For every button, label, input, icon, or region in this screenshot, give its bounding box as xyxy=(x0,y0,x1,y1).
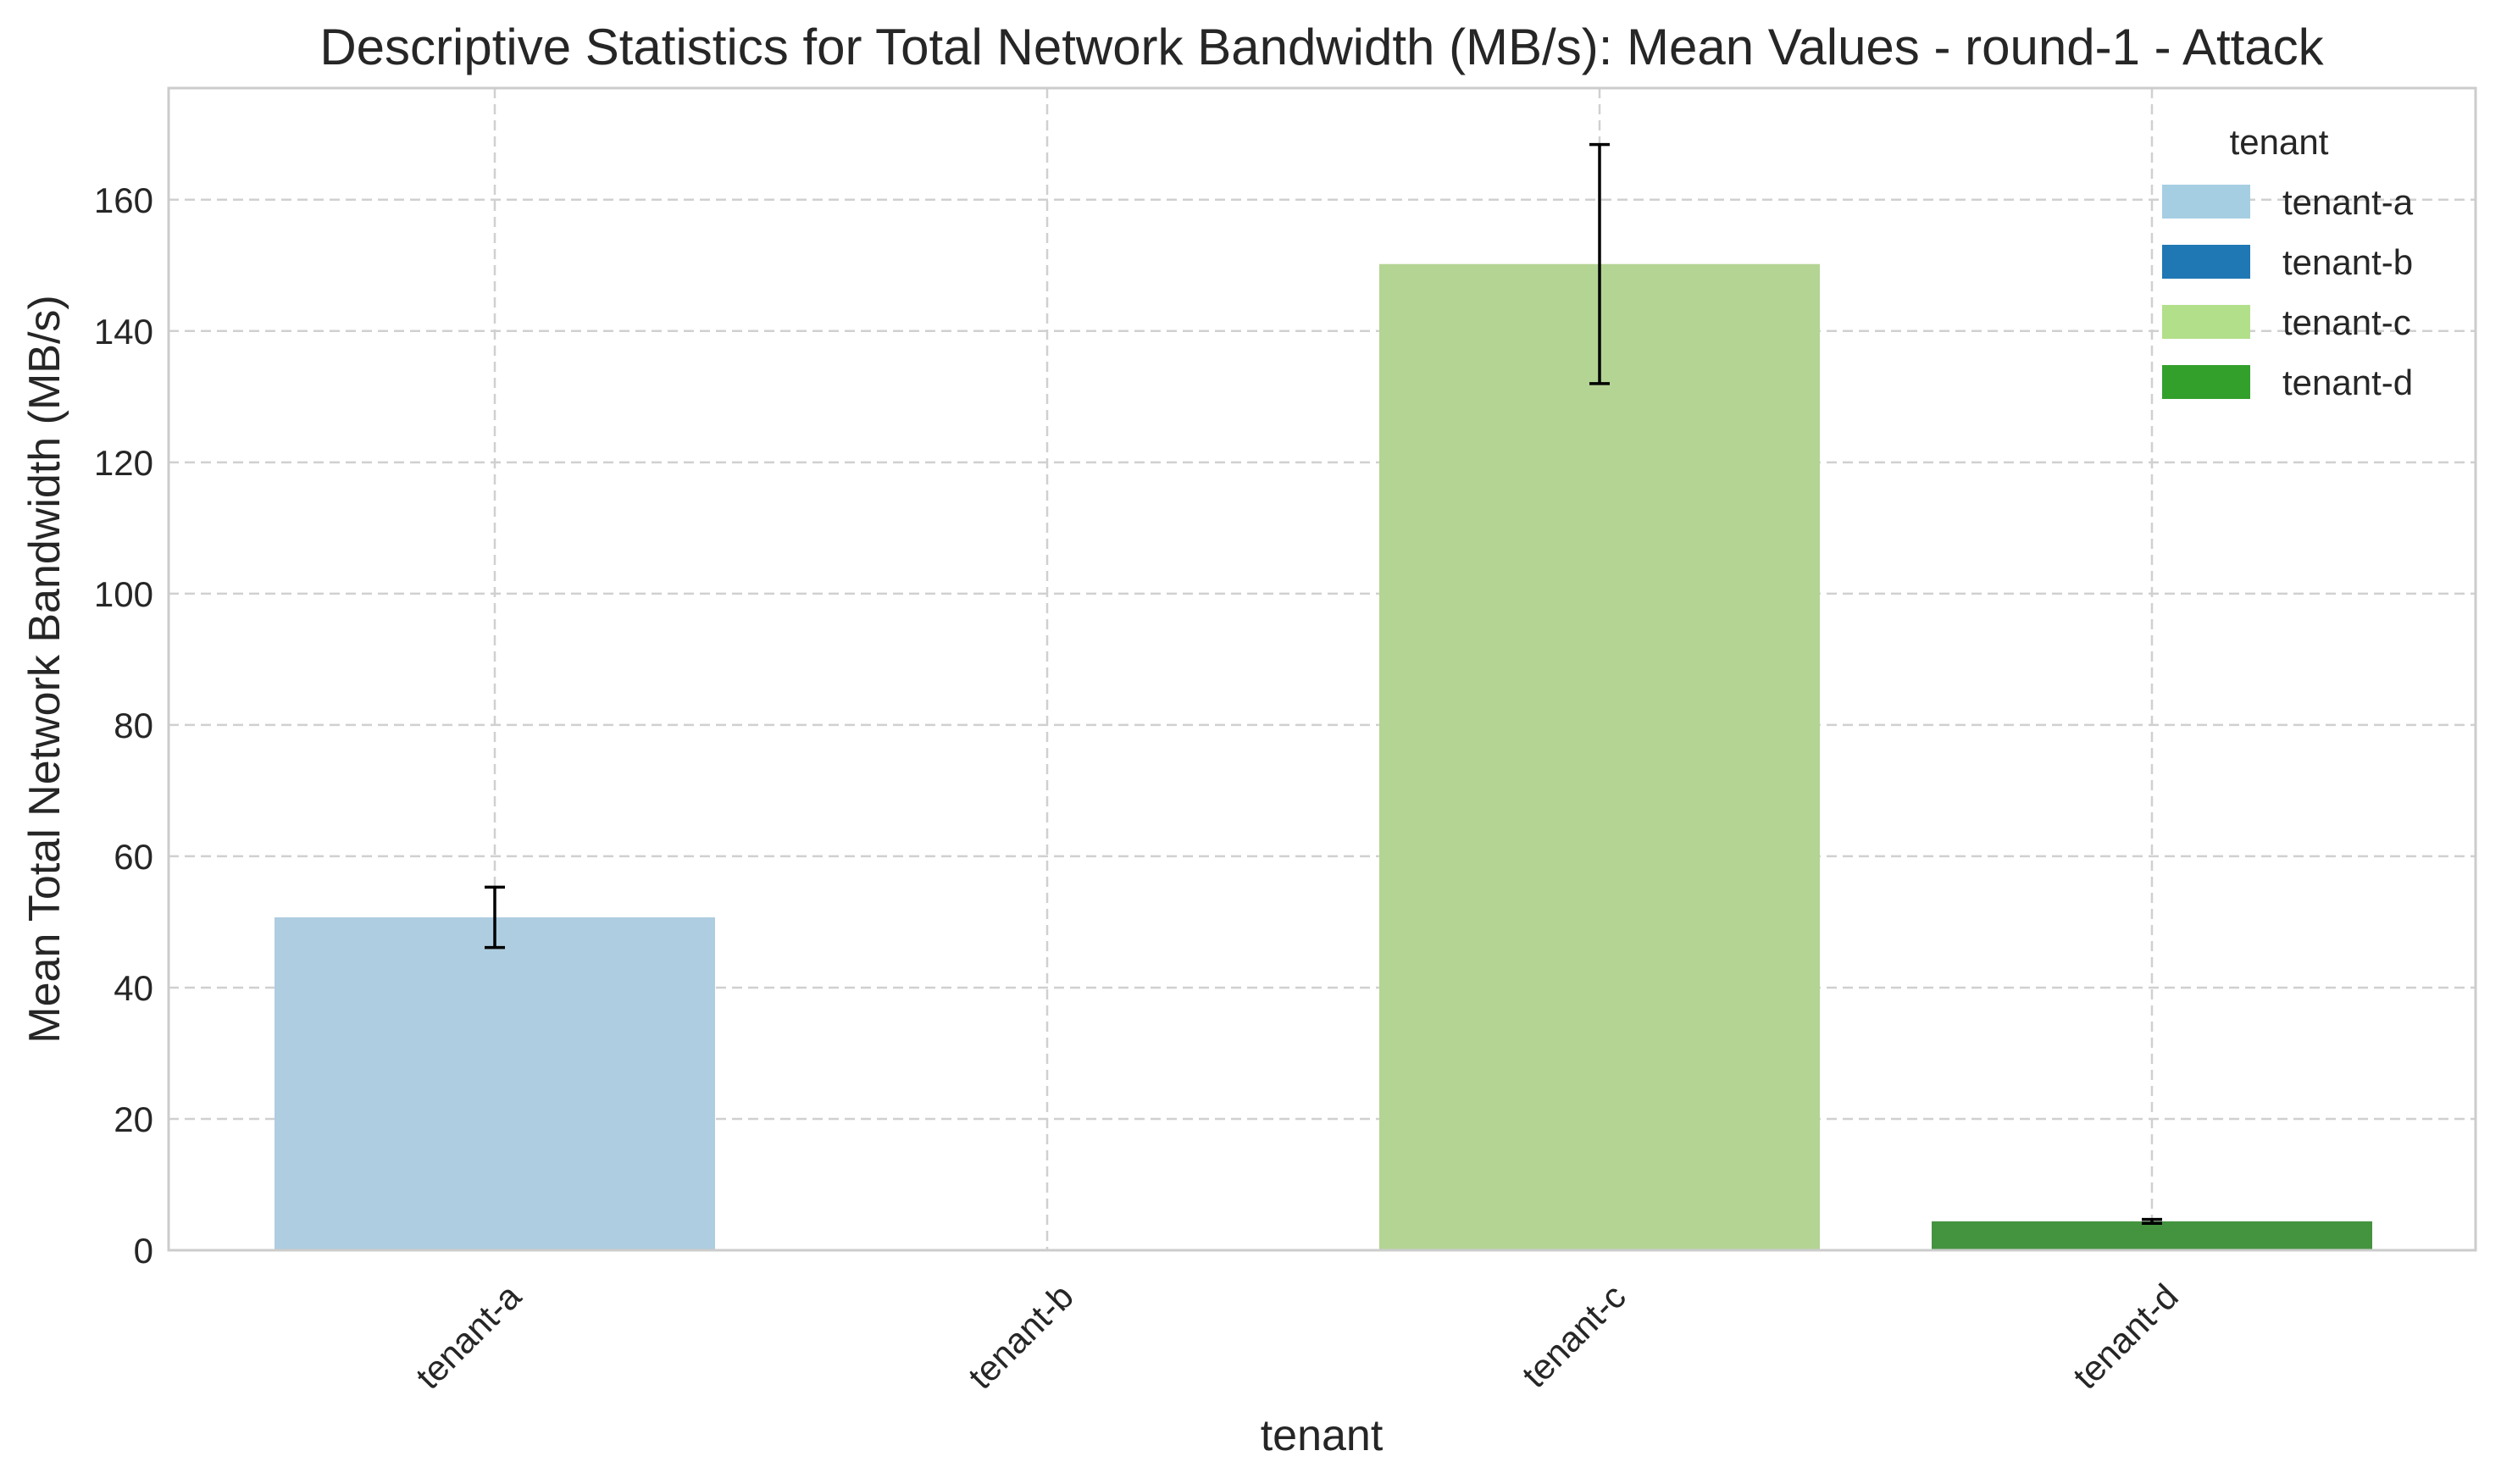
error-bars xyxy=(485,142,2162,1225)
x-tick-label-tenant-d: tenant-d xyxy=(2066,1276,2186,1397)
y-tick-label: 140 xyxy=(94,312,153,352)
legend-swatch-tenant-d xyxy=(2162,365,2250,399)
legend-label-tenant-a: tenant-a xyxy=(2282,182,2414,222)
y-tick-label: 40 xyxy=(114,968,153,1008)
y-tick-label: 0 xyxy=(134,1231,153,1271)
x-axis-label: tenant xyxy=(1261,1411,1384,1460)
y-axis-ticks: 0 20 40 60 80 100 120 140 160 xyxy=(94,180,153,1271)
legend-swatch-tenant-c xyxy=(2162,305,2250,339)
legend-label-tenant-d: tenant-d xyxy=(2282,363,2413,402)
x-tick-label-tenant-c: tenant-c xyxy=(1514,1276,1633,1396)
y-tick-label: 60 xyxy=(114,837,153,877)
y-tick-label: 20 xyxy=(114,1099,153,1139)
legend-label-tenant-b: tenant-b xyxy=(2282,242,2413,282)
legend-label-tenant-c: tenant-c xyxy=(2282,302,2411,342)
x-axis-ticks: tenant-a tenant-b tenant-c tenant-d xyxy=(408,1276,2186,1397)
bar-tenant-c xyxy=(1379,263,1820,1251)
y-tick-label: 80 xyxy=(114,706,153,745)
y-tick-label: 120 xyxy=(94,443,153,483)
x-tick-label-tenant-a: tenant-a xyxy=(408,1276,530,1397)
bars xyxy=(274,263,2372,1251)
legend-swatch-tenant-b xyxy=(2162,245,2250,279)
plot-frame xyxy=(167,86,2477,1252)
bar-tenant-d xyxy=(1932,1221,2372,1250)
legend-title: tenant xyxy=(2230,122,2329,162)
y-tick-label: 160 xyxy=(94,180,153,220)
x-tick-label-tenant-b: tenant-b xyxy=(961,1276,1081,1397)
bar-tenant-a xyxy=(274,917,715,1250)
legend: tenant tenant-a tenant-b tenant-c tenant-d xyxy=(2162,122,2414,402)
y-axis-label: Mean Total Network Bandwidth (MB/s) xyxy=(20,295,69,1043)
y-tick-label: 100 xyxy=(94,574,153,614)
chart-title: Descriptive Statistics for Total Network… xyxy=(319,19,2324,75)
legend-swatch-tenant-a xyxy=(2162,185,2250,219)
